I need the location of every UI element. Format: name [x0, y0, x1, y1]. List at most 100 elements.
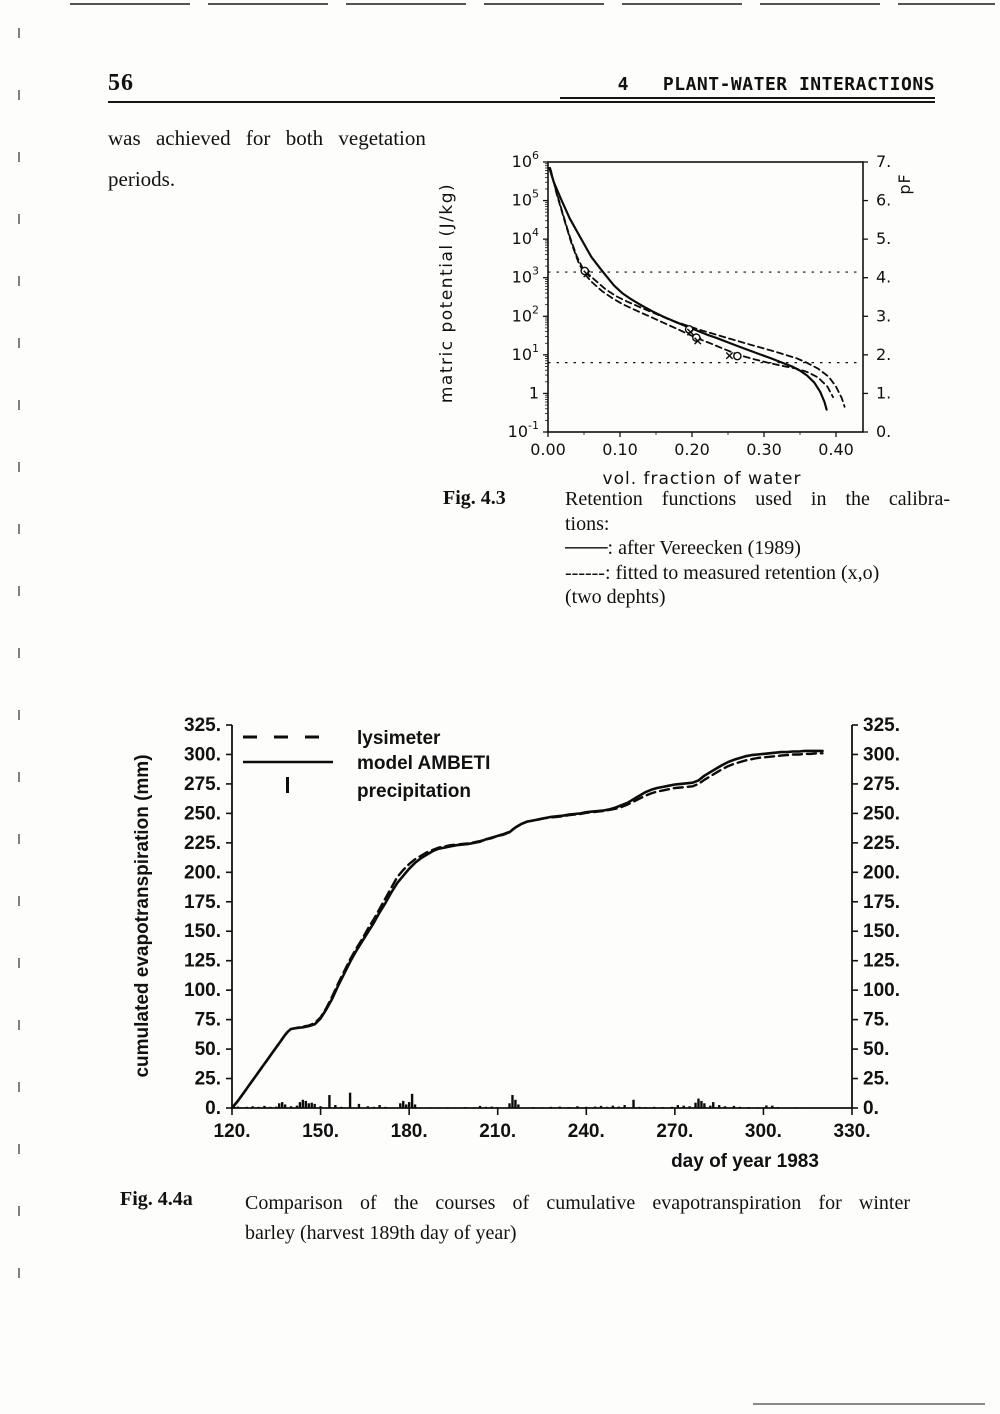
y2-tick-label: 125. [863, 951, 900, 972]
precipitation-bar [295, 1105, 299, 1108]
precipitation-bar [732, 1105, 736, 1108]
precipitation-bar [310, 1102, 313, 1108]
precipitation-bar [517, 1104, 520, 1108]
scan-artifact-left-margin [18, 28, 20, 1308]
precipitation-bar [298, 1102, 302, 1108]
precipitation-bar [593, 1106, 597, 1108]
precipitation-bar [652, 1106, 656, 1108]
pf-tick-label: 2. [876, 345, 891, 364]
precipitation-bar [496, 1107, 499, 1108]
x-tick-label: 300. [745, 1121, 782, 1142]
y-tick-label: 275. [184, 774, 221, 795]
caption-line: tions: [565, 512, 610, 535]
precipitation-bar [747, 1107, 750, 1108]
y2-tick-label: 325. [863, 715, 900, 736]
pf-tick-label: 6. [876, 191, 891, 210]
legend-label: lysimeter [357, 728, 441, 749]
y-tick-label: 103 [512, 265, 539, 287]
x-axis-title: day of year 1983 [671, 1151, 819, 1172]
precipitation-bar [446, 1107, 449, 1108]
caption-line: Retention functions used in the calibra- [565, 488, 950, 510]
precipitation-bar [372, 1106, 375, 1108]
precipitation-bar [567, 1107, 570, 1108]
legend-label: precipitation [357, 781, 471, 802]
y-tick-label: 175. [184, 892, 221, 913]
y2-tick-label: 300. [863, 744, 900, 765]
caption-line: ───: after Vereecken (1989) [565, 537, 801, 559]
precipitation-bar [275, 1106, 278, 1108]
precipitation-bar [688, 1106, 691, 1108]
precipitation-bar [236, 1106, 240, 1108]
y-tick-label: 250. [184, 803, 221, 824]
y2-tick-label: 0. [863, 1098, 879, 1119]
pf-tick-label: 4. [876, 268, 891, 287]
precipitation-bar [723, 1106, 727, 1108]
precipitation-bar [464, 1107, 467, 1108]
pf-tick-label: 0. [876, 422, 891, 441]
precipitation-bar [340, 1106, 343, 1108]
figure-4-3-label: Fig. 4.3 [443, 487, 506, 509]
chapter-header: 4 PLANT-WATER INTERACTIONS [560, 74, 935, 99]
precipitation-bar [694, 1102, 697, 1108]
y-tick-label: 1 [529, 383, 539, 402]
precipitation-bar [771, 1105, 774, 1108]
series-lysimeter [230, 752, 824, 1110]
precipitation-bar [366, 1106, 370, 1108]
y2-axis-title: pF [895, 173, 914, 194]
precipitation-bar [682, 1105, 685, 1108]
figure-4-4a-label: Fig. 4.4a [120, 1188, 193, 1210]
plot-area: 106105104103102101110-17.6.5.4.3.2.1.0.0… [437, 149, 914, 488]
y-tick-label: 200. [184, 862, 221, 883]
caption-line: ------: fitted to measured retention (x,… [565, 561, 880, 584]
precipitation-bar [378, 1105, 381, 1108]
y2-tick-label: 175. [863, 892, 900, 913]
fig-4-3-retention-chart: 106105104103102101110-17.6.5.4.3.2.1.0.0… [437, 149, 914, 488]
figure-4-4a-caption: Comparison of the courses of cumulative … [245, 1188, 910, 1248]
precipitation-bar [307, 1103, 310, 1108]
precipitation-bar [558, 1106, 561, 1108]
y-tick-label: 25. [195, 1069, 221, 1090]
precipitation-bar [585, 1106, 588, 1108]
y-tick-label: 102 [512, 303, 539, 325]
x-tick-label: 0.00 [530, 440, 566, 459]
precipitation-bar [661, 1107, 665, 1108]
y2-tick-label: 250. [863, 803, 900, 824]
y-axis-title: cumulated evapotranspiration (mm) [132, 754, 153, 1077]
precipitation-bar [709, 1105, 712, 1108]
precipitation-bar [269, 1106, 272, 1108]
series-dashed [549, 167, 846, 408]
x-tick-label: 240. [568, 1121, 605, 1142]
precipitation-bar [334, 1105, 337, 1108]
precipitation-bar [478, 1105, 482, 1108]
y-tick-label: 125. [184, 951, 221, 972]
fig-4-4a-evapotranspiration-chart: 0. 0. 25. 25. 50. 50. 75. 75. 100. 100. 125. 125. 15… [132, 715, 900, 1172]
precipitation-bar [263, 1105, 266, 1108]
precipitation-bar [280, 1102, 284, 1108]
precipitation-bar [511, 1095, 514, 1108]
pf-tick-label: 3. [876, 306, 891, 325]
y-tick-label: 105 [512, 188, 539, 210]
x-tick-label: 210. [479, 1121, 516, 1142]
y2-tick-label: 150. [863, 921, 900, 942]
precipitation-bar [632, 1099, 635, 1108]
precipitation-bar [765, 1105, 768, 1108]
x-tick-label: 0.40 [818, 440, 854, 459]
pf-tick-label: 1. [876, 383, 891, 402]
precipitation-bar [348, 1092, 352, 1108]
precipitation-bar [623, 1105, 626, 1108]
intro-paragraph: was achieved for both vegetation periods. [108, 118, 443, 200]
precipitation-bar [697, 1098, 700, 1108]
scan-artifact-top-edge [70, 3, 995, 5]
plot-area: 0. 0. 25. 25. 50. 50. 75. 75. 100. 100. 125. 125. 15… [132, 715, 900, 1172]
precipitation-bar [703, 1103, 706, 1108]
marker-o [692, 333, 701, 342]
precipitation-bar [644, 1107, 647, 1108]
precipitation-bar [413, 1104, 417, 1108]
precipitation-bar [700, 1100, 703, 1108]
series-dashed [550, 169, 834, 399]
series-model-ambeti [230, 749, 824, 1110]
series-solid [548, 166, 828, 411]
x-tick-label: 150. [302, 1121, 339, 1142]
intro-line: was achieved for both vegetation [108, 126, 426, 150]
